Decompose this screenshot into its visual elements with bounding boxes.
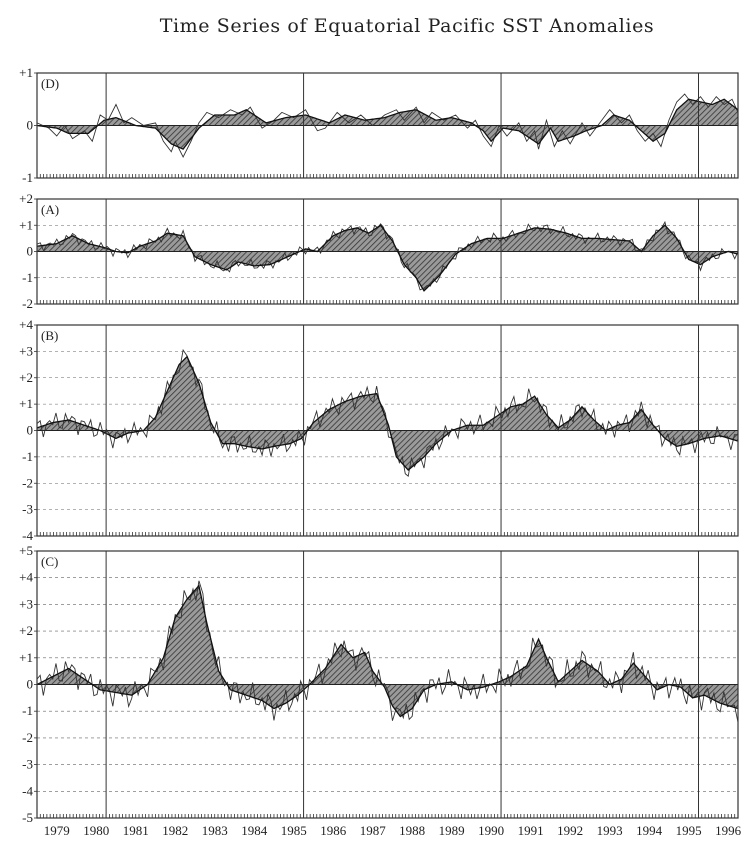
panel-label: (C) [41,554,58,569]
smoothed-anomaly-line [36,355,739,471]
figure-title: Time Series of Equatorial Pacific SST An… [160,15,655,37]
y-tick-label: -4 [22,783,33,798]
y-tick-label: 0 [27,244,34,259]
raw-anomaly-line [36,348,739,477]
year-label: 1988 [399,823,425,838]
y-tick-label: 0 [27,423,34,438]
y-tick-label: -3 [22,502,33,517]
year-label: 1996 [715,823,742,838]
y-tick-label: +3 [19,343,33,358]
y-tick-label: 0 [27,677,34,692]
y-tick-label: 0 [27,118,34,133]
raw-anomaly-line [36,220,739,291]
year-label: 1982 [162,823,188,838]
panel-c: +5 +4 +3 +2 +1 0 -1 -2 -3 -4 -5 (C) [19,543,739,825]
year-label: 1981 [123,823,149,838]
year-label: 1984 [241,823,268,838]
raw-anomaly-line [36,580,739,723]
year-axis: 1979 1980 1981 1982 1983 1984 1985 1986 1987 1988… [44,823,742,838]
y-tick-label: -1 [22,170,33,185]
panel-label: (A) [41,202,59,217]
year-label: 1980 [83,823,109,838]
panel-label: (B) [41,328,58,343]
year-label: 1983 [202,823,228,838]
year-label: 1979 [44,823,70,838]
y-tick-label: -1 [22,703,33,718]
anomaly-fill-area [37,356,738,471]
y-tick-label: +1 [19,65,33,80]
y-tick-label: +1 [19,650,33,665]
year-label: 1986 [320,823,347,838]
panels-group: +1 0 -1 (D) +2 +1 0 -1 -2 (A) +4 +3 +2 +1 0 -1 -2 -3 -4 (B)… [19,65,739,825]
smoothed-anomaly-line [36,98,739,150]
y-tick-label: +2 [19,191,33,206]
y-tick-label: -2 [22,730,33,745]
year-label: 1990 [478,823,504,838]
year-label: 1992 [557,823,583,838]
y-tick-label: +4 [19,317,33,332]
smoothed-anomaly-line [36,584,739,718]
panel-label: (D) [41,76,59,91]
panel-b: +4 +3 +2 +1 0 -1 -2 -3 -4 (B) [19,317,739,543]
y-tick-label: -2 [22,475,33,490]
year-label: 1994 [636,823,663,838]
year-label: 1993 [597,823,623,838]
y-tick-label: +1 [19,217,33,232]
year-label: 1989 [439,823,465,838]
y-tick-label: -2 [22,296,33,311]
anomaly-fill-area [37,585,738,717]
year-label: 1987 [360,823,387,838]
y-tick-label: -3 [22,757,33,772]
y-tick-label: +5 [19,543,33,558]
panel-d: +1 0 -1 (D) [19,65,739,185]
y-tick-label: +4 [19,570,33,585]
anomaly-fill-area [37,225,738,291]
anomaly-fill-area [37,99,738,150]
y-tick-label: +1 [19,396,33,411]
smoothed-anomaly-line [36,224,739,292]
y-tick-label: -5 [22,810,33,825]
y-tick-label: -1 [22,270,33,285]
y-tick-label: +3 [19,596,33,611]
year-label: 1985 [281,823,307,838]
raw-anomaly-line [36,93,739,159]
y-tick-label: -4 [22,528,33,543]
year-label: 1995 [676,823,702,838]
y-tick-label: -1 [22,449,33,464]
year-label: 1991 [518,823,544,838]
y-tick-label: +2 [19,370,33,385]
panel-a: +2 +1 0 -1 -2 (A) [19,191,739,311]
y-tick-label: +2 [19,623,33,638]
